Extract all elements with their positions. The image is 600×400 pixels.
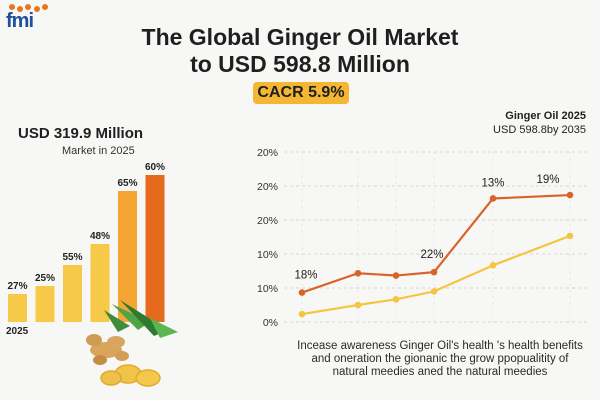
data-point (489, 195, 497, 202)
bar-value-label: 25% (35, 273, 55, 284)
cagr-badge: CACR 5.9% (253, 82, 349, 104)
y-tick-label: 20% (257, 181, 278, 193)
fmi-logo: fmi (6, 4, 52, 32)
bar-x-label: 2025 (6, 326, 29, 337)
data-point (354, 301, 362, 309)
series-line (301, 234, 571, 316)
page-title-line2: to USD 598.8 Million (190, 51, 410, 77)
bar (145, 175, 165, 322)
data-annotation: 19% (536, 174, 559, 186)
y-tick-label: 20% (257, 215, 278, 227)
bar-value-label: 55% (62, 252, 82, 263)
line-chart: 0% 10% 10% 20% 20% 20% 18% 22% 13% 19% (257, 147, 588, 329)
data-point (392, 296, 400, 303)
bar (118, 191, 137, 322)
bar-value-label: 48% (90, 231, 110, 242)
data-point (430, 268, 438, 276)
footer-text: Incease awareness Ginger Oil's health 's… (290, 340, 590, 379)
footer-line1: Incease awareness Ginger Oil's health 's… (297, 340, 583, 352)
bar (90, 244, 110, 322)
bar-value-label: 65% (117, 178, 137, 189)
market-value-label: USD 319.9 Million (18, 125, 144, 142)
forecast-note-line1: Ginger Oil 2025 (505, 110, 586, 122)
data-point (354, 269, 362, 277)
page-title-line1: The Global Ginger Oil Market (141, 24, 459, 50)
bar-value-label: 60% (145, 162, 165, 173)
data-point (430, 288, 438, 295)
footer-line3: natural meedies aned the natural meedies (332, 366, 548, 378)
y-tick-label: 20% (257, 147, 278, 159)
data-point (566, 232, 574, 240)
market-year-label: Market in 2025 (62, 145, 135, 157)
bar (35, 286, 55, 322)
footer-line2: and oneration the gionanic the grow ppop… (311, 353, 569, 365)
forecast-note-line2: USD 598.8by 2035 (493, 124, 586, 136)
y-tick-label: 10% (257, 249, 278, 261)
bar (8, 294, 27, 322)
bar-value-label: 27% (7, 281, 27, 292)
bar (63, 265, 82, 322)
data-point (566, 191, 574, 199)
data-point (489, 262, 497, 269)
y-tick-label: 10% (257, 283, 278, 295)
data-point (298, 289, 306, 296)
bar-chart: 27% 25% 55% 48% 65% 60% 2025 (6, 162, 165, 337)
data-point (298, 310, 306, 318)
data-annotation: 22% (420, 249, 443, 261)
logo-dots (6, 4, 52, 14)
data-point (392, 272, 400, 279)
data-annotation: 18% (294, 270, 317, 282)
ginger-illustration (86, 300, 178, 387)
series-line (301, 193, 571, 294)
logo-text: fmi (6, 10, 34, 32)
data-annotation: 13% (481, 177, 504, 189)
y-tick-label: 0% (263, 317, 278, 329)
